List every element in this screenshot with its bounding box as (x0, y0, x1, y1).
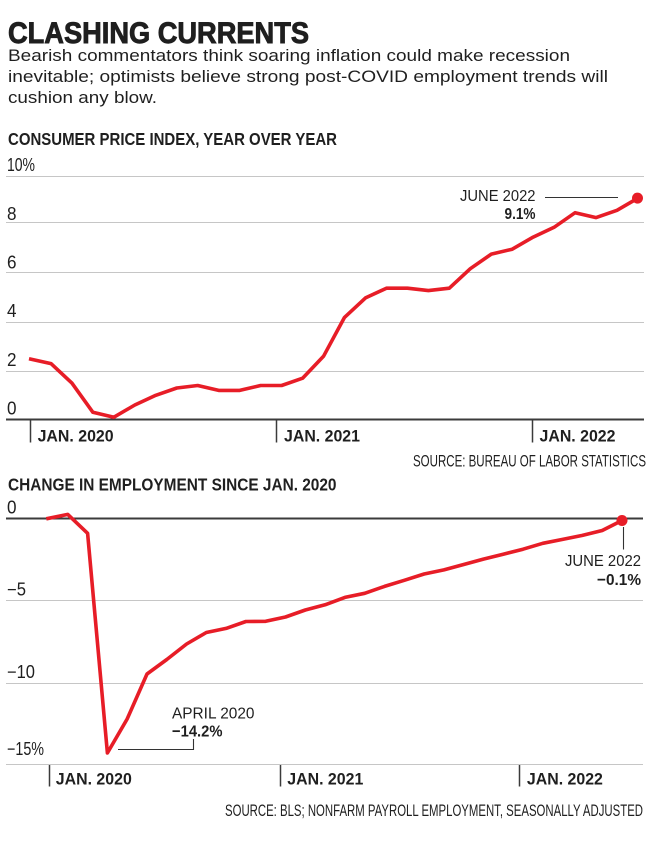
svg-text:JAN. 2022: JAN. 2022 (527, 771, 603, 789)
svg-text:CLASHING CURRENTS: CLASHING CURRENTS (8, 17, 309, 50)
svg-text:JAN. 2022: JAN. 2022 (540, 427, 616, 445)
svg-text:SOURCE: BLS; NONFARM PAYROLL E: SOURCE: BLS; NONFARM PAYROLL EMPLOYMENT,… (225, 802, 643, 820)
svg-text:9.1%: 9.1% (505, 206, 536, 223)
svg-text:JAN. 2021: JAN. 2021 (287, 771, 363, 789)
svg-text:JAN. 2020: JAN. 2020 (38, 427, 114, 445)
svg-text:JAN. 2020: JAN. 2020 (56, 771, 132, 789)
svg-text:CHANGE IN EMPLOYMENT SINCE JAN: CHANGE IN EMPLOYMENT SINCE JAN. 2020 (8, 475, 337, 495)
svg-text:10%: 10% (7, 155, 35, 175)
svg-text:6: 6 (7, 253, 17, 273)
svg-text:CONSUMER PRICE INDEX, YEAR OVE: CONSUMER PRICE INDEX, YEAR OVER YEAR (8, 129, 337, 149)
svg-text:SOURCE: BUREAU OF LABOR STATIS: SOURCE: BUREAU OF LABOR STATISTICS (413, 452, 646, 471)
svg-text:2: 2 (7, 350, 17, 370)
svg-text:8: 8 (7, 204, 17, 224)
svg-text:−14.2%: −14.2% (172, 724, 223, 741)
svg-text:−0.1%: −0.1% (597, 572, 641, 589)
svg-text:−5: −5 (7, 580, 26, 600)
svg-text:4: 4 (7, 301, 17, 321)
svg-text:JAN. 2021: JAN. 2021 (284, 427, 360, 445)
svg-text:cushion any blow.: cushion any blow. (8, 88, 157, 107)
svg-text:JUNE 2022: JUNE 2022 (565, 553, 641, 570)
svg-text:Bearish commentators think soa: Bearish commentators think soaring infla… (8, 46, 570, 65)
svg-text:0: 0 (7, 399, 17, 419)
svg-text:−15%: −15% (7, 739, 44, 759)
svg-text:inevitable; optimists believe: inevitable; optimists believe strong pos… (8, 67, 608, 86)
svg-text:JUNE 2022: JUNE 2022 (460, 188, 536, 205)
svg-text:0: 0 (7, 498, 17, 518)
svg-text:−10: −10 (7, 662, 35, 682)
svg-text:APRIL 2020: APRIL 2020 (172, 705, 255, 722)
